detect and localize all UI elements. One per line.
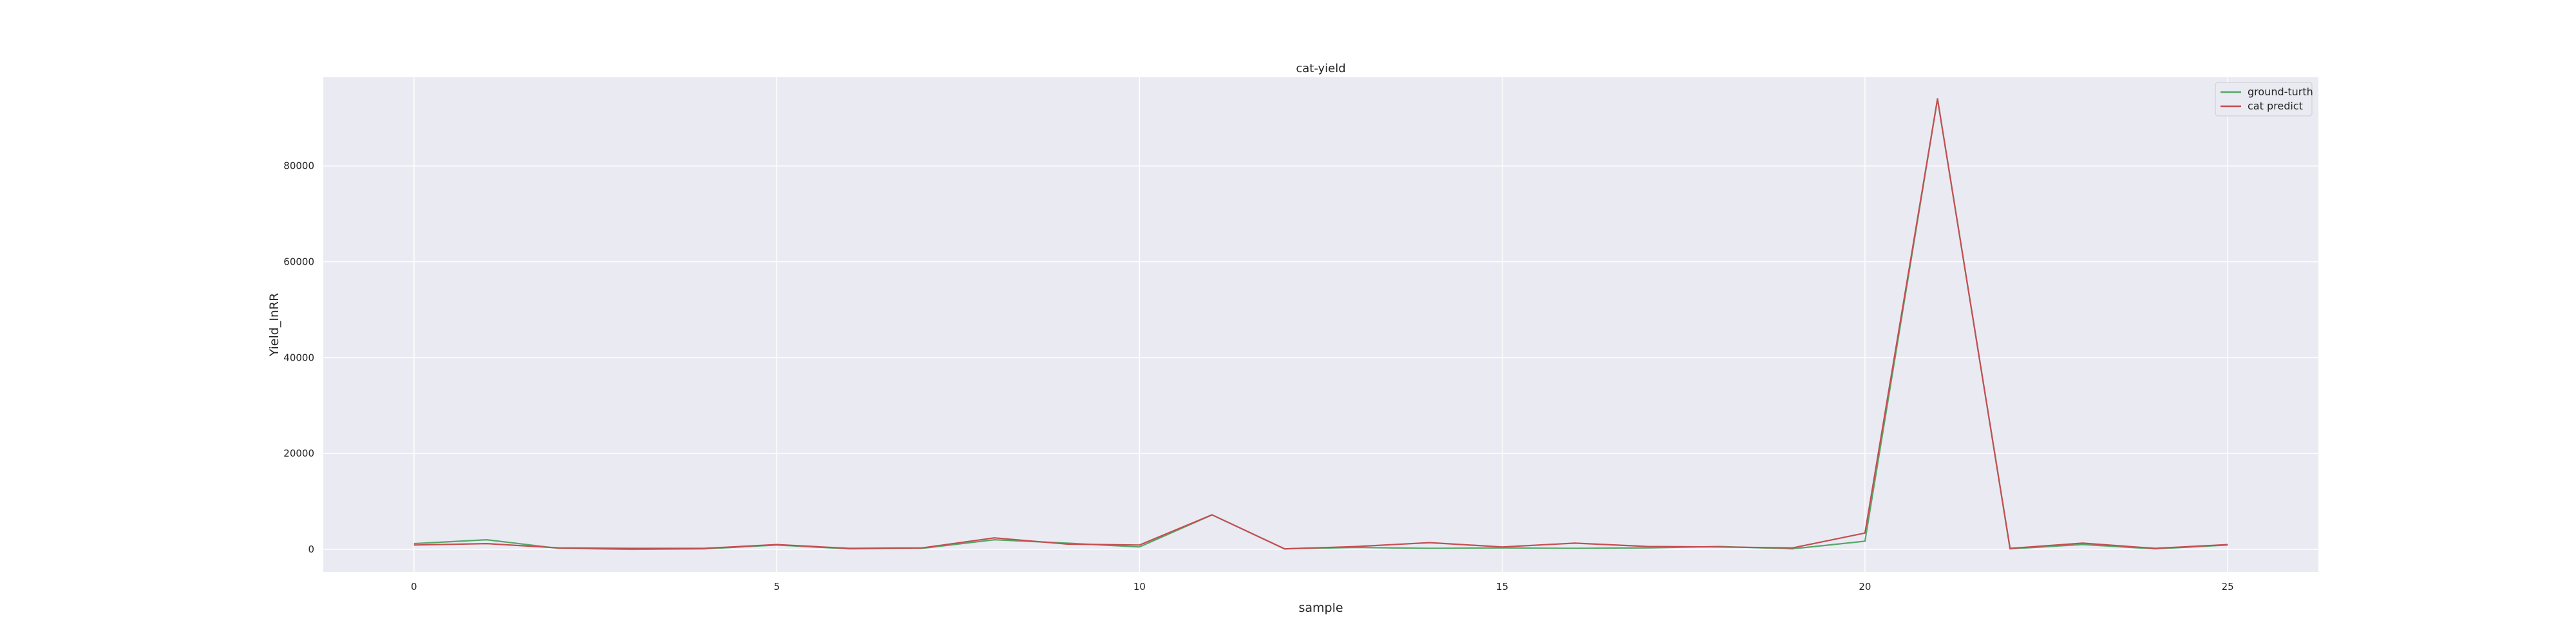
tick-labels: 0 5 10 15 20 25 0 20000 40000 60000 80000 <box>283 160 2233 592</box>
y-tick-label: 80000 <box>283 160 314 172</box>
legend-box <box>2215 82 2313 117</box>
x-tick-label: 5 <box>773 581 780 592</box>
plot-background <box>323 77 2318 572</box>
x-tick-label: 0 <box>411 581 417 592</box>
chart-title: cat-yield <box>1296 62 1345 75</box>
x-tick-label: 10 <box>1133 581 1146 592</box>
legend-label-cat-predict: cat predict <box>2248 100 2303 112</box>
legend-label-ground-turth: ground-turth <box>2248 86 2313 98</box>
y-tick-label: 60000 <box>283 256 314 268</box>
x-tick-label: 25 <box>2222 581 2234 592</box>
legend: ground-turth cat predict <box>2215 82 2313 117</box>
y-tick-label: 20000 <box>283 448 314 459</box>
x-axis-label: sample <box>1298 601 1343 615</box>
y-axis-label: Yield_InRR <box>267 293 281 357</box>
series-layer <box>413 98 2228 551</box>
y-tick-label: 0 <box>308 544 314 555</box>
y-tick-label: 40000 <box>283 352 314 363</box>
x-tick-label: 20 <box>1859 581 1871 592</box>
series-line-cat-predict <box>413 98 2228 550</box>
x-tick-label: 15 <box>1496 581 1508 592</box>
